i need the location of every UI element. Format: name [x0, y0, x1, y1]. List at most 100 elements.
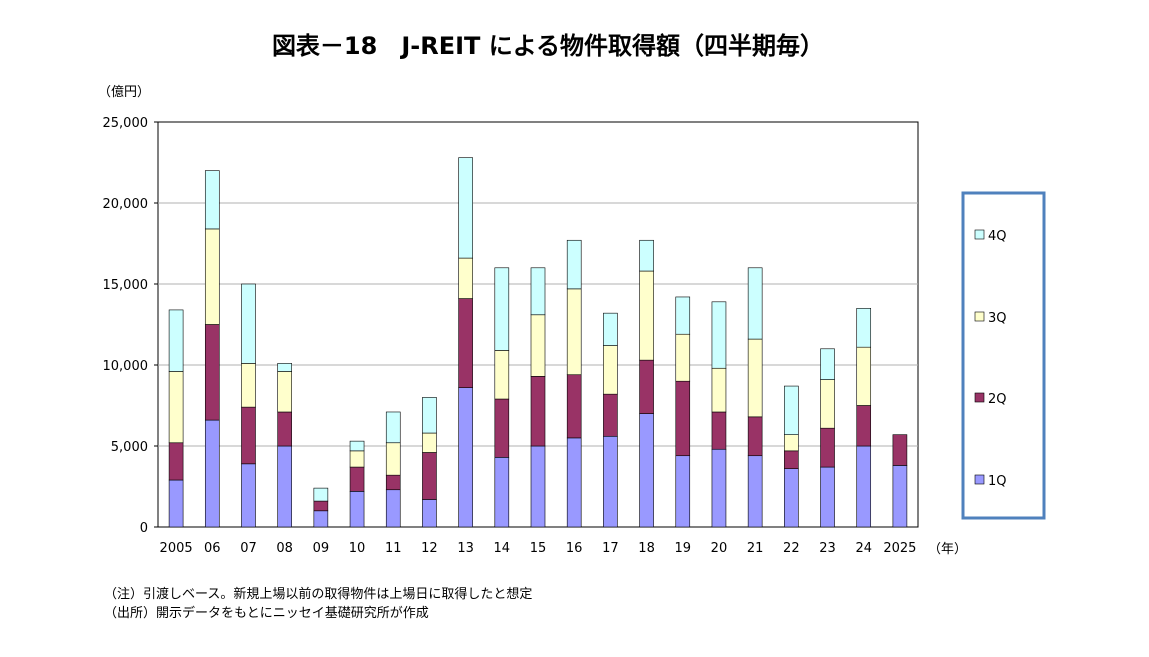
- bar-4q-13: [458, 157, 473, 259]
- bar-3q-17: [603, 345, 618, 395]
- bar-1q-11: [385, 489, 401, 528]
- bar-1q-08: [277, 445, 292, 528]
- x-axis-unit-label: （年）: [928, 542, 967, 557]
- bar-2q-22: [784, 450, 799, 469]
- bar-3q-21: [747, 338, 763, 418]
- y-tick-label: 20,000: [103, 197, 149, 212]
- bar-1q-20: [711, 448, 727, 528]
- bar-4q-08: [277, 363, 292, 372]
- bar-4q-09: [313, 487, 329, 502]
- bar-2q-24: [856, 405, 872, 447]
- bar-1q-21: [747, 455, 763, 528]
- bar-4q-23: [820, 348, 835, 380]
- bar-4q-24: [856, 307, 872, 348]
- legend-label-2q: 2Q: [988, 392, 1007, 407]
- x-tick-label: 24: [855, 541, 872, 556]
- bar-4q-11: [385, 411, 401, 444]
- bar-3q-15: [530, 314, 546, 377]
- x-tick-label: 09: [313, 541, 330, 556]
- bar-4q-16: [566, 239, 582, 290]
- legend: 4Q 3Q 2Q 1Q: [974, 229, 1007, 489]
- bar-4q-17: [603, 312, 618, 346]
- y-tick-label: 10,000: [103, 359, 149, 374]
- x-axis-ticks: 2005 06 07 08 09 10 11 12 13 14 15 16 17 18 19 20 21 22 23…: [160, 541, 917, 556]
- bar-3q-23: [820, 379, 835, 429]
- x-tick-label: 2005: [160, 541, 193, 556]
- bar-3q-13: [458, 257, 473, 299]
- bar-1q-2005: [168, 479, 184, 528]
- x-tick-label: 22: [783, 541, 800, 556]
- legend-label-4q: 4Q: [988, 229, 1007, 244]
- bar-1q-13: [458, 387, 473, 528]
- legend-swatch-4q: [974, 229, 985, 240]
- bar-2q-17: [603, 393, 618, 437]
- bar-2q-09: [313, 500, 329, 512]
- bar-3q-24: [856, 346, 872, 406]
- bar-2q-20: [711, 411, 727, 450]
- y-tick-label: 15,000: [103, 278, 149, 293]
- bar-1q-18: [639, 413, 654, 528]
- bar-3q-08: [277, 371, 292, 413]
- x-tick-label: 17: [602, 541, 619, 556]
- bar-2q-10: [349, 466, 365, 492]
- bar-2q-07: [241, 406, 256, 465]
- bar-1q-24: [856, 445, 872, 528]
- bar-3q-07: [241, 363, 256, 408]
- bar-1q-23: [820, 466, 835, 528]
- bar-1q-15: [530, 445, 546, 528]
- x-tick-label: 11: [385, 541, 402, 556]
- x-tick-label: 20: [711, 541, 728, 556]
- bar-2q-16: [566, 374, 582, 439]
- bar-4q-18: [639, 239, 654, 272]
- bar-4q-2005: [168, 309, 184, 372]
- bar-3q-11: [385, 442, 401, 476]
- bar-3q-20: [711, 367, 727, 413]
- bar-2q-08: [277, 411, 292, 447]
- x-tick-label: 14: [494, 541, 511, 556]
- bar-3q-16: [566, 288, 582, 376]
- bar-2q-23: [820, 427, 835, 468]
- y-tick-label: 25,000: [103, 116, 149, 131]
- y-axis-ticks: 0 5,000 10,000 15,000 20,000 25,000: [103, 116, 158, 536]
- bar-1q-12: [422, 499, 437, 528]
- bar-2q-14: [494, 398, 510, 458]
- legend-label-1q: 1Q: [988, 474, 1007, 489]
- legend-box: [961, 191, 1046, 520]
- y-tick-label: 5,000: [111, 440, 148, 455]
- x-tick-label: 15: [530, 541, 547, 556]
- bar-2q-2025: [892, 434, 908, 466]
- bars: [168, 157, 908, 528]
- x-tick-label: 07: [240, 541, 257, 556]
- x-tick-label: 06: [204, 541, 221, 556]
- bar-1q-16: [566, 437, 582, 528]
- bar-3q-18: [639, 270, 654, 361]
- x-tick-label: 08: [276, 541, 293, 556]
- bar-4q-06: [204, 170, 220, 230]
- bar-4q-14: [494, 267, 510, 351]
- bar-2q-06: [204, 324, 220, 421]
- bar-4q-12: [422, 397, 437, 434]
- chart-title: 図表－18 J-REIT による物件取得額（四半期毎）: [272, 32, 824, 60]
- x-tick-label: 2025: [883, 541, 916, 556]
- bar-3q-22: [784, 434, 799, 452]
- bar-1q-2025: [892, 465, 908, 528]
- x-tick-label: 12: [421, 541, 438, 556]
- bar-1q-22: [784, 468, 799, 528]
- x-tick-label: 18: [638, 541, 655, 556]
- bar-2q-12: [422, 452, 437, 500]
- y-axis-unit-label: （億円）: [98, 84, 150, 100]
- bar-1q-19: [675, 455, 691, 528]
- x-tick-label: 16: [566, 541, 583, 556]
- bar-2q-2005: [168, 442, 184, 481]
- bar-2q-11: [385, 474, 401, 491]
- bar-2q-13: [458, 298, 473, 388]
- x-tick-label: 13: [457, 541, 474, 556]
- bar-3q-19: [675, 333, 691, 382]
- bar-3q-14: [494, 350, 510, 400]
- bar-4q-07: [241, 283, 256, 364]
- bar-4q-10: [349, 440, 365, 452]
- bar-3q-2005: [168, 371, 184, 444]
- bar-4q-19: [675, 296, 691, 335]
- bar-1q-14: [494, 457, 510, 528]
